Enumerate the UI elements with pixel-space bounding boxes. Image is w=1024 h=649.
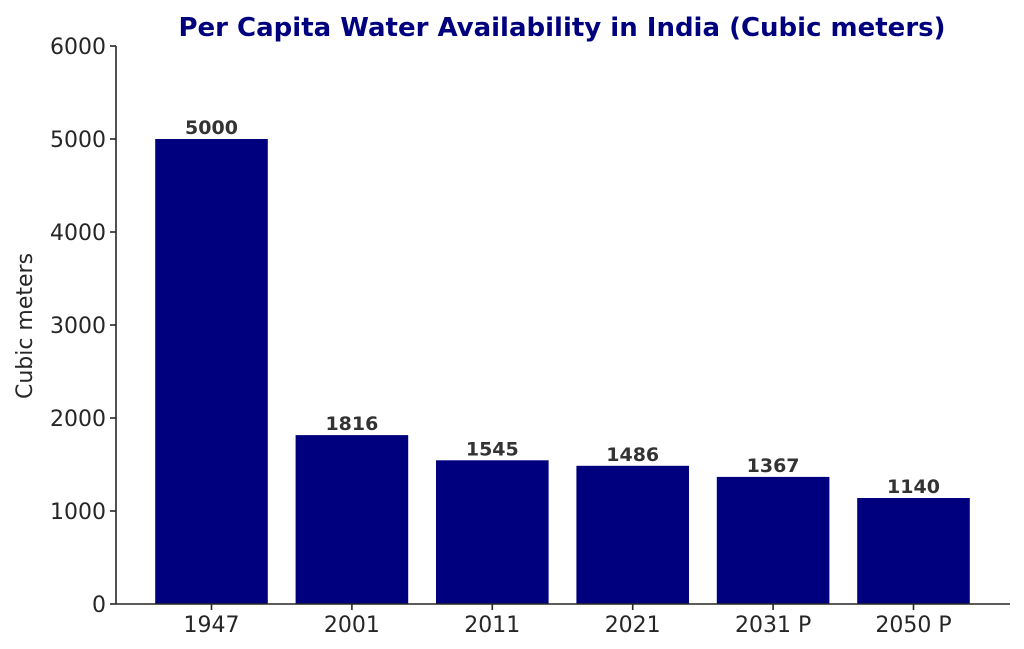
x-tick-label: 2011 [464,613,520,638]
x-tick-label: 1947 [184,613,240,638]
data-label: 1816 [325,413,378,435]
y-tick-label: 5000 [50,128,106,153]
data-label: 1367 [747,455,800,477]
chart-title: Per Capita Water Availability in India (… [178,13,945,43]
y-tick-label: 1000 [50,500,106,525]
bar-2050-p [857,498,970,604]
data-label: 1140 [887,476,940,498]
y-axis-label: Cubic meters [13,253,38,399]
data-label: 1486 [606,444,659,466]
x-tick-label: 2050 P [875,613,951,638]
data-labels-group: 5000 1816 1545 1486 1367 1140 [185,117,940,498]
data-label: 1545 [466,438,519,460]
y-tick-label: 4000 [50,221,106,246]
data-label: 5000 [185,117,238,139]
y-tick-label: 6000 [50,35,106,60]
bar-1947 [155,139,268,604]
bar-2011 [436,460,549,604]
x-ticks-group: 1947 2001 2011 2021 2031 P 2050 P [184,604,952,638]
y-tick-label: 2000 [50,407,106,432]
x-tick-label: 2031 P [735,613,811,638]
bar-2001 [295,435,409,604]
bars-group [155,139,970,604]
y-ticks-group: 0 1000 2000 3000 4000 5000 6000 [50,35,116,618]
x-tick-label: 2021 [605,613,661,638]
bar-2021 [576,465,689,604]
x-tick-label: 2001 [324,613,380,638]
bar-2031-p [716,476,830,604]
y-tick-label: 0 [92,593,106,618]
y-tick-label: 3000 [50,314,106,339]
